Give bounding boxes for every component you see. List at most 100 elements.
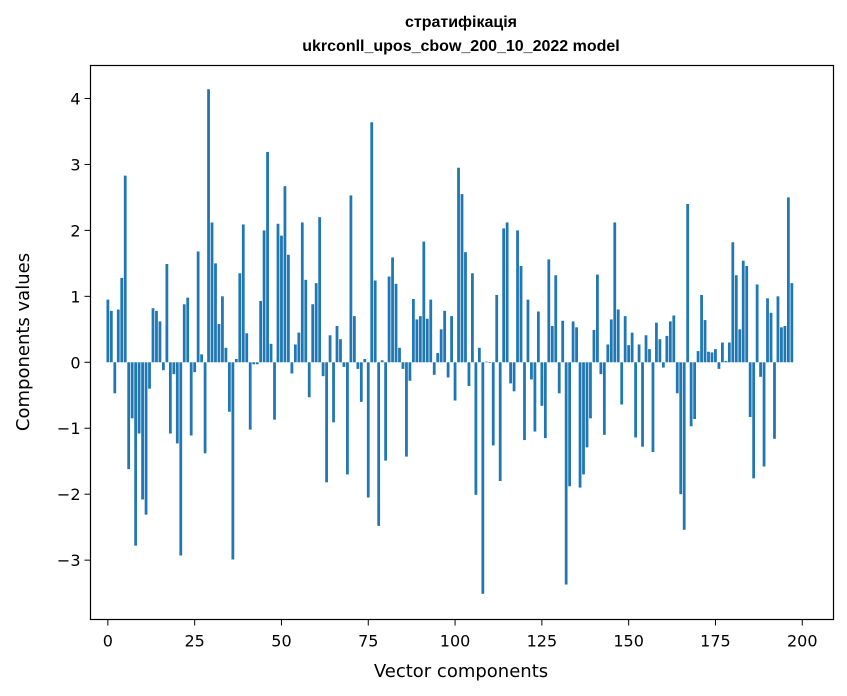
bar-99 (450, 316, 453, 363)
bar-168 (689, 362, 693, 427)
bar-144 (606, 344, 610, 363)
bar-74 (363, 358, 367, 363)
bar-8 (134, 362, 138, 546)
x-axis-label: Vector components (374, 661, 548, 682)
bar-87 (408, 362, 412, 381)
bar-136 (578, 362, 582, 488)
bar-127 (547, 259, 551, 363)
bar-86 (405, 362, 408, 457)
bar-112 (495, 295, 499, 363)
bar-16 (162, 362, 165, 371)
bar-36 (231, 362, 235, 560)
bar-68 (342, 362, 346, 367)
bar-17 (165, 264, 169, 363)
bar-150 (627, 345, 631, 363)
bar-135 (575, 327, 578, 363)
bar-64 (328, 335, 332, 363)
bar-138 (585, 362, 589, 448)
bar-155 (644, 335, 648, 363)
bar-193 (776, 296, 780, 363)
bar-158 (655, 322, 658, 363)
plot-area-frame (89, 64, 835, 621)
bar-153 (637, 344, 641, 363)
bar-104 (467, 362, 471, 387)
bar-161 (665, 335, 669, 363)
bar-124 (536, 311, 540, 363)
bar-43 (255, 362, 259, 365)
x-tick-label: 200 (787, 632, 818, 651)
bar-82 (391, 257, 394, 363)
bar-53 (290, 362, 294, 374)
bar-186 (752, 362, 756, 479)
bar-110 (488, 362, 492, 363)
y-tick-label: 2 (70, 221, 80, 240)
bar-66 (335, 326, 339, 363)
bar-97 (443, 310, 447, 363)
bar-76 (370, 122, 374, 363)
bar-52 (287, 254, 290, 363)
bar-12 (148, 362, 151, 389)
bar-7 (130, 362, 134, 419)
bar-78 (377, 362, 381, 526)
bar-132 (564, 362, 568, 585)
bar-181 (734, 275, 738, 363)
bar-115 (505, 222, 509, 363)
bar-13 (151, 308, 155, 363)
bar-44 (259, 300, 263, 363)
bar-21 (179, 362, 183, 556)
bar-58 (307, 362, 311, 398)
bar-148 (620, 362, 624, 405)
bar-6 (127, 362, 131, 470)
bar-49 (276, 223, 280, 363)
y-tick-label: −2 (57, 485, 81, 504)
bar-54 (293, 344, 297, 363)
bar-195 (783, 326, 787, 363)
bar-107 (477, 347, 481, 363)
bar-190 (766, 298, 769, 363)
bar-140 (592, 329, 596, 363)
bar-94 (432, 362, 436, 375)
bar-23 (186, 297, 190, 363)
bar-67 (339, 339, 342, 363)
bar-123 (533, 362, 537, 432)
bar-183 (741, 260, 745, 363)
y-tick-label: 1 (70, 287, 80, 306)
bar-197 (790, 283, 794, 363)
bar-196 (786, 197, 790, 363)
bar-177 (721, 342, 724, 363)
bar-57 (304, 279, 308, 363)
bar-165 (679, 362, 683, 495)
bar-90 (418, 316, 422, 363)
bar-41 (248, 362, 252, 430)
bar-172 (703, 320, 707, 363)
bar-170 (696, 351, 700, 363)
bar-35 (227, 362, 231, 412)
bar-114 (502, 228, 506, 363)
bar-173 (707, 351, 710, 363)
bar-145 (609, 319, 613, 363)
bar-92 (425, 318, 429, 363)
bar-102 (460, 194, 464, 363)
bar-142 (599, 362, 603, 375)
bar-119 (519, 266, 523, 363)
bar-96 (439, 329, 443, 363)
bar-105 (471, 273, 474, 363)
y-tick-label: 3 (70, 155, 80, 174)
bar-182 (738, 329, 742, 363)
bar-47 (269, 343, 273, 363)
bar-118 (516, 230, 519, 363)
bar-116 (509, 362, 512, 384)
bar-4 (120, 277, 124, 363)
y-axis-label: Components values (13, 253, 34, 431)
bar-15 (158, 321, 162, 363)
bar-70 (349, 195, 353, 363)
bar-65 (332, 362, 335, 423)
bar-117 (512, 362, 516, 392)
bar-130 (557, 362, 561, 394)
bar-25 (193, 362, 197, 373)
bar-152 (634, 362, 637, 438)
x-tick-label: 25 (184, 632, 204, 651)
bar-167 (686, 204, 690, 363)
bar-194 (780, 327, 783, 363)
bar-100 (453, 362, 457, 401)
